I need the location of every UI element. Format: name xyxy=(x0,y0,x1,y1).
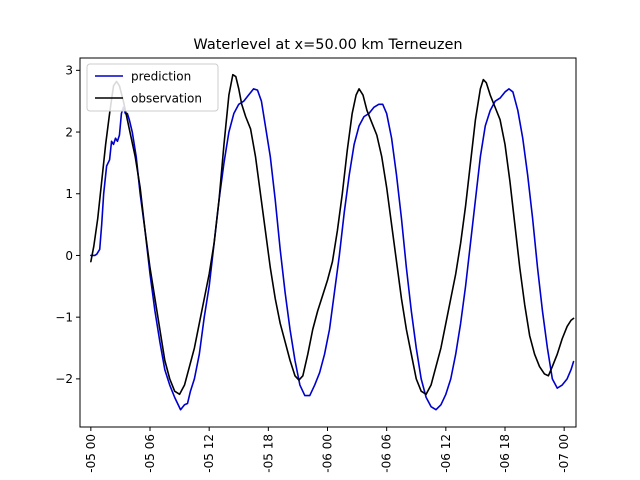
x-tick-label: -05 12 xyxy=(202,434,216,473)
legend: prediction observation xyxy=(86,63,219,112)
series-layer xyxy=(90,73,575,411)
series-line-observation xyxy=(90,73,575,396)
legend-observation-label: observation xyxy=(131,92,202,106)
x-tick-label: -06 00 xyxy=(321,434,335,473)
y-tick-label: −1 xyxy=(55,310,73,324)
x-tick-label: -05 06 xyxy=(143,434,157,473)
y-tick-label: 3 xyxy=(65,64,73,78)
x-tick-label: -05 18 xyxy=(261,434,275,473)
x-tick-label: -06 18 xyxy=(498,434,512,473)
x-tick-label: -06 06 xyxy=(380,434,394,473)
y-tick-label: 1 xyxy=(65,187,73,201)
plot-area xyxy=(80,58,576,427)
chart-title: Waterlevel at x=50.00 km Terneuzen xyxy=(193,37,462,53)
x-tick-label: -05 00 xyxy=(84,434,98,473)
x-tick-label: -07 00 xyxy=(557,434,571,473)
y-tick-label: 0 xyxy=(65,249,73,263)
legend-prediction-label: prediction xyxy=(131,70,191,84)
plot-frame xyxy=(79,57,577,428)
y-tick-label: 2 xyxy=(65,125,73,139)
series-line-prediction xyxy=(90,88,575,411)
y-axis: 3 2 1 0 −1 −2 xyxy=(55,64,80,386)
y-tick-label: −2 xyxy=(55,372,73,386)
x-axis: -05 00 -05 06 -05 12 -05 18 -06 00 -06 06 -06 … xyxy=(84,427,571,473)
x-tick-label: -06 12 xyxy=(439,434,453,473)
